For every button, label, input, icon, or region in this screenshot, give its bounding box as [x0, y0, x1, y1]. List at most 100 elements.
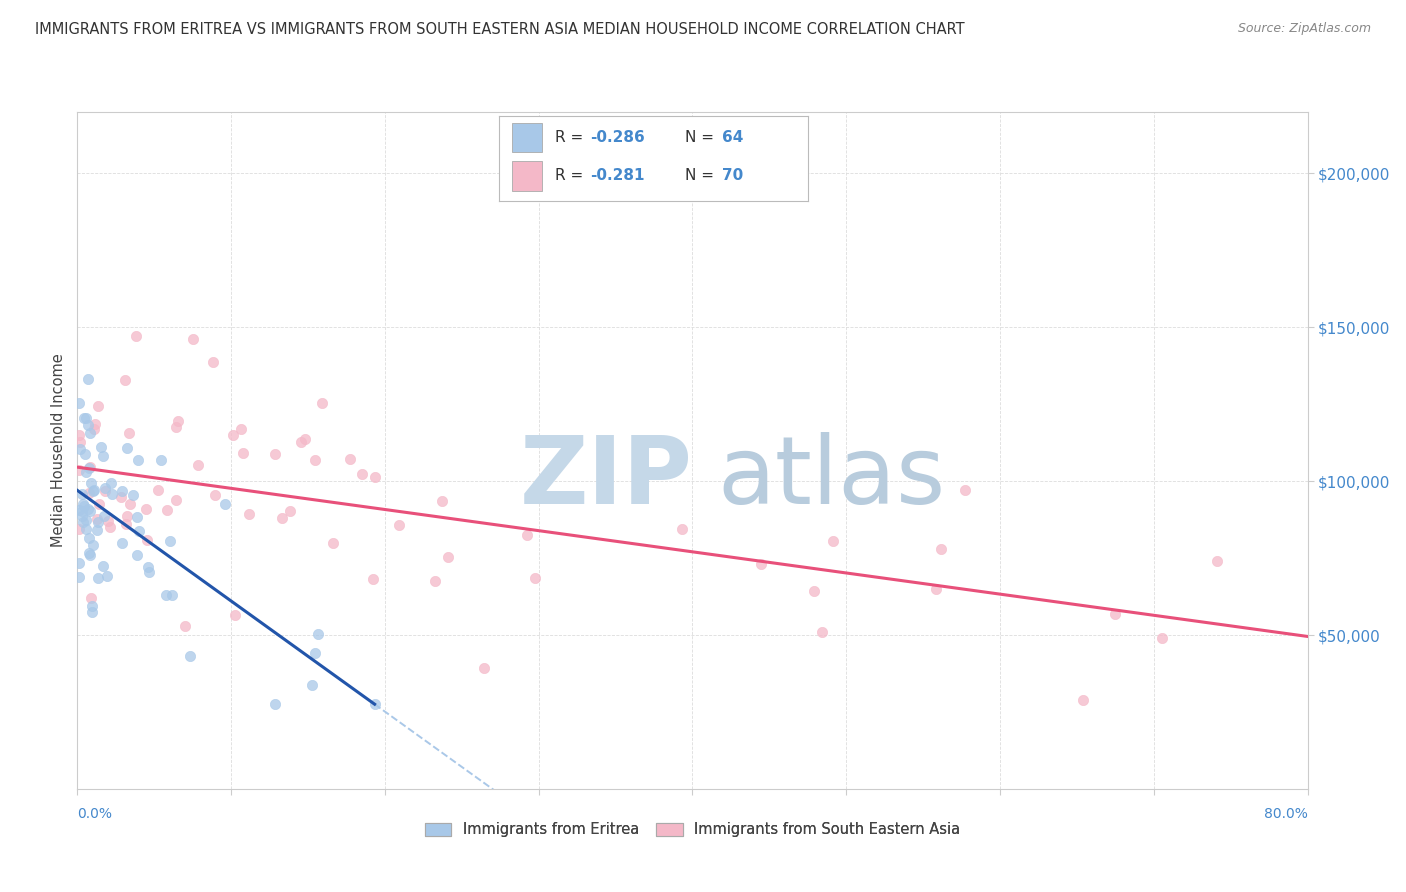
Point	[1152, 631, 1174, 645]
Point	[79, 460, 101, 475]
Point	[229, 422, 252, 436]
Text: ZIP: ZIP	[520, 432, 693, 524]
Point	[93, 509, 115, 524]
Point	[75, 465, 97, 479]
Point	[304, 453, 326, 467]
Point	[136, 559, 159, 574]
Text: R =: R =	[555, 169, 588, 183]
Point	[290, 434, 312, 449]
Point	[77, 545, 100, 559]
Point	[75, 522, 97, 536]
Point	[100, 520, 122, 534]
Point	[749, 558, 772, 572]
Text: N =: N =	[685, 130, 718, 145]
Point	[121, 488, 143, 502]
Point	[94, 482, 117, 496]
Point	[94, 484, 117, 499]
Point	[72, 411, 94, 425]
Point	[953, 483, 976, 497]
Point	[79, 548, 101, 562]
Point	[67, 570, 90, 584]
Point	[70, 504, 93, 518]
Point	[361, 572, 384, 586]
Point	[127, 453, 149, 467]
Point	[204, 488, 226, 502]
Point	[70, 487, 93, 501]
Point	[80, 476, 103, 491]
Point	[80, 606, 103, 620]
Text: -0.286: -0.286	[591, 130, 645, 145]
Point	[214, 497, 236, 511]
Text: IMMIGRANTS FROM ERITREA VS IMMIGRANTS FROM SOUTH EASTERN ASIA MEDIAN HOUSEHOLD I: IMMIGRANTS FROM ERITREA VS IMMIGRANTS FR…	[35, 22, 965, 37]
Point	[84, 417, 107, 432]
Point	[127, 510, 149, 524]
Point	[91, 449, 114, 463]
Point	[75, 512, 97, 526]
Point	[803, 584, 825, 599]
Point	[135, 533, 157, 547]
Point	[83, 422, 105, 436]
Point	[69, 442, 91, 456]
Point	[294, 432, 316, 446]
Point	[671, 522, 693, 536]
Point	[181, 332, 204, 346]
FancyBboxPatch shape	[512, 123, 543, 153]
Point	[67, 522, 90, 536]
Point	[67, 428, 90, 442]
Point	[179, 648, 201, 663]
Point	[821, 533, 844, 548]
Point	[155, 588, 177, 602]
Point	[77, 531, 100, 545]
Point	[87, 515, 110, 529]
Point	[110, 490, 132, 504]
Point	[101, 487, 124, 501]
Point	[472, 661, 495, 675]
Point	[115, 508, 138, 523]
Point	[165, 492, 187, 507]
Text: Source: ZipAtlas.com: Source: ZipAtlas.com	[1237, 22, 1371, 36]
Point	[924, 582, 946, 596]
Text: 80.0%: 80.0%	[1264, 807, 1308, 822]
Point	[86, 512, 108, 526]
Point	[77, 372, 100, 386]
Point	[135, 502, 157, 516]
Point	[96, 569, 118, 583]
Point	[222, 427, 245, 442]
Point	[115, 516, 138, 531]
Point	[202, 355, 225, 369]
Point	[75, 410, 97, 425]
Point	[114, 372, 136, 386]
FancyBboxPatch shape	[512, 161, 543, 191]
Point	[72, 497, 94, 511]
Point	[118, 426, 141, 441]
Point	[83, 483, 105, 497]
Point	[67, 463, 90, 477]
Point	[115, 441, 138, 455]
Point	[173, 619, 195, 633]
Point	[167, 414, 190, 428]
Point	[264, 697, 287, 711]
Point	[67, 556, 90, 570]
Point	[146, 483, 169, 498]
Point	[437, 550, 460, 565]
Point	[363, 697, 385, 711]
Point	[516, 528, 538, 542]
Y-axis label: Median Household Income: Median Household Income	[51, 353, 66, 548]
Point	[425, 574, 447, 589]
Point	[187, 458, 209, 472]
Point	[301, 678, 323, 692]
Point	[75, 447, 97, 461]
Point	[162, 588, 184, 602]
Point	[77, 502, 100, 516]
Point	[929, 541, 952, 556]
Text: 70: 70	[721, 169, 744, 183]
Point	[86, 523, 108, 537]
Point	[80, 591, 103, 605]
Point	[1104, 607, 1126, 621]
Point	[150, 453, 173, 467]
Point	[87, 571, 110, 585]
Point	[352, 467, 374, 481]
Point	[232, 446, 254, 460]
Point	[79, 426, 101, 441]
Point	[138, 566, 160, 580]
